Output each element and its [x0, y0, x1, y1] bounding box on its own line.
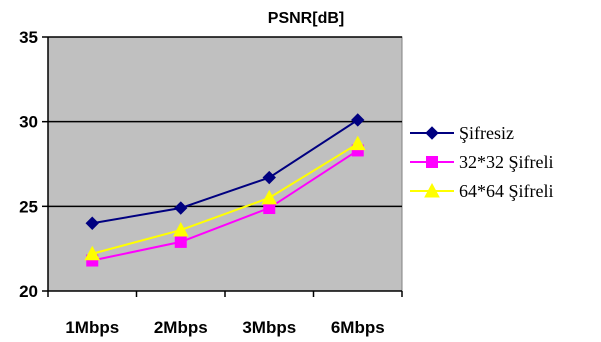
- legend-marker-2: [426, 156, 438, 168]
- legend-label-2: 32*32 Şifreli: [459, 152, 554, 172]
- data-point-series-3: [261, 189, 278, 205]
- legend-marker-3: [424, 182, 440, 198]
- series-line-2: [92, 149, 359, 262]
- y-tick-label: 25: [19, 197, 38, 216]
- plot-area: [47, 36, 403, 292]
- data-point-series-3: [172, 221, 189, 237]
- series-line-3: [91, 142, 359, 255]
- x-tick-label: 3Mbps: [242, 318, 296, 337]
- x-tick-label: 2Mbps: [154, 318, 208, 337]
- data-point-series-1: [174, 201, 188, 215]
- series-line-1: [92, 119, 359, 225]
- data-point-series-1: [351, 113, 365, 127]
- y-tick-label: 20: [19, 282, 38, 301]
- data-point-series-3: [84, 245, 101, 261]
- legend-label-1: Şifresiz: [459, 123, 514, 143]
- legend-label-3: 64*64 Şifreli: [459, 181, 554, 201]
- legend-marker-1: [425, 126, 439, 140]
- x-tick-label: 6Mbps: [331, 318, 385, 337]
- data-point-series-1: [262, 170, 276, 185]
- y-tick-label: 30: [19, 113, 38, 132]
- data-point-series-1: [85, 216, 99, 230]
- data-point-series-3: [349, 135, 366, 151]
- x-tick-label: 1Mbps: [65, 318, 119, 337]
- y-tick-label: 35: [19, 28, 38, 47]
- chart-title: PSNR[dB]: [268, 10, 344, 27]
- data-point-series-2: [174, 235, 187, 248]
